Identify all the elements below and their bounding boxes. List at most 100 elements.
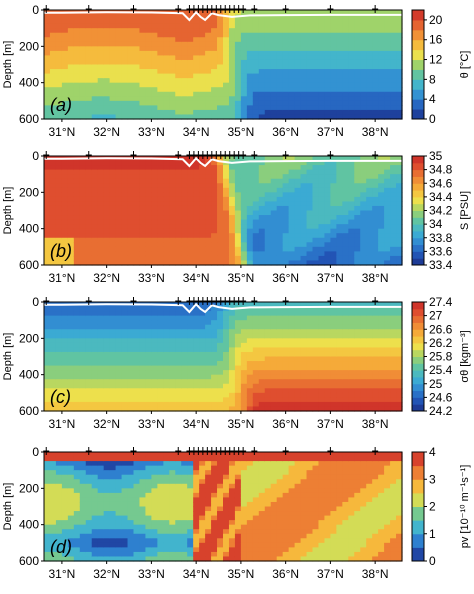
heatmap-cell bbox=[73, 233, 81, 239]
heatmap-cell bbox=[67, 456, 75, 462]
heatmap-cell bbox=[109, 50, 117, 57]
heatmap-cell bbox=[396, 87, 403, 93]
heatmap-cell bbox=[282, 388, 290, 394]
heatmap-cell bbox=[318, 14, 326, 20]
heatmap-cell bbox=[145, 397, 152, 403]
heatmap-cell bbox=[169, 105, 176, 111]
heatmap-cell bbox=[55, 28, 63, 34]
heatmap-cell bbox=[276, 105, 284, 111]
heatmap-cell bbox=[109, 370, 117, 376]
heatmap-cell bbox=[151, 109, 158, 116]
heatmap-cell bbox=[115, 365, 123, 371]
heatmap-cell bbox=[55, 55, 63, 61]
heatmap-cell bbox=[336, 91, 343, 97]
heatmap-cell bbox=[360, 87, 367, 93]
heatmap-cell bbox=[324, 87, 331, 93]
heatmap-cell bbox=[312, 14, 320, 20]
heatmap-cell bbox=[372, 192, 379, 198]
heatmap-cell bbox=[127, 374, 135, 380]
heatmap-cell bbox=[372, 205, 379, 212]
heatmap-cell bbox=[67, 192, 75, 198]
heatmap-cell bbox=[85, 96, 93, 102]
heatmap-cell bbox=[378, 324, 385, 330]
heatmap-cell bbox=[384, 105, 391, 111]
heatmap-cell bbox=[199, 23, 206, 29]
heatmap-cell bbox=[163, 233, 170, 239]
heatmap-cell bbox=[97, 342, 105, 349]
heatmap-cell bbox=[384, 41, 391, 47]
heatmap-cell bbox=[67, 82, 75, 88]
heatmap-cell bbox=[264, 342, 272, 349]
heatmap-cell bbox=[109, 59, 117, 66]
heatmap-cell bbox=[312, 82, 320, 88]
heatmap-cell bbox=[223, 233, 230, 239]
heatmap-cell bbox=[175, 205, 182, 212]
heatmap-cell bbox=[342, 401, 349, 408]
heatmap-cell bbox=[324, 347, 331, 353]
heatmap-cell bbox=[354, 379, 361, 385]
heatmap-cell bbox=[252, 333, 260, 339]
heatmap-cell bbox=[163, 109, 170, 116]
heatmap-cell bbox=[133, 183, 141, 189]
heatmap-cell bbox=[390, 178, 397, 184]
heatmap-cell bbox=[330, 156, 337, 162]
heatmap-cell bbox=[312, 105, 320, 111]
heatmap-cell bbox=[372, 237, 379, 243]
heatmap-cell bbox=[384, 392, 391, 398]
heatmap-cell bbox=[282, 383, 290, 389]
heatmap-cell bbox=[157, 329, 164, 335]
heatmap-cell bbox=[163, 91, 170, 97]
heatmap-cell bbox=[169, 46, 176, 52]
heatmap-cell bbox=[360, 246, 367, 252]
heatmap-cell bbox=[372, 59, 379, 66]
heatmap-cell bbox=[396, 178, 403, 184]
heatmap-cell bbox=[151, 87, 158, 93]
heatmap-cell bbox=[384, 28, 391, 34]
heatmap-cell bbox=[79, 37, 87, 43]
heatmap-cell bbox=[330, 329, 337, 335]
heatmap-cell bbox=[67, 329, 75, 335]
heatmap-cell bbox=[103, 383, 111, 389]
heatmap-cell bbox=[73, 529, 81, 535]
heatmap-cell bbox=[276, 46, 284, 52]
heatmap-cell bbox=[145, 41, 152, 47]
heatmap-cell bbox=[91, 165, 99, 171]
heatmap-cell bbox=[378, 224, 385, 230]
heatmap-cell bbox=[288, 41, 296, 47]
heatmap-cell bbox=[55, 488, 63, 494]
heatmap-cell bbox=[312, 388, 320, 394]
heatmap-cell bbox=[306, 183, 314, 189]
heatmap-cell bbox=[61, 165, 69, 171]
heatmap-cell bbox=[145, 105, 152, 111]
heatmap-cell bbox=[163, 169, 170, 175]
colorbar-segment bbox=[412, 308, 424, 317]
heatmap-cell bbox=[306, 361, 314, 367]
heatmap-cell bbox=[199, 201, 206, 207]
heatmap-cell bbox=[306, 383, 314, 389]
heatmap-cell bbox=[139, 50, 147, 57]
heatmap-cell bbox=[354, 82, 361, 88]
heatmap-cell bbox=[372, 64, 379, 70]
heatmap-cell bbox=[49, 19, 57, 25]
y-tick-label: 600 bbox=[19, 112, 39, 126]
heatmap-cell bbox=[44, 192, 51, 198]
heatmap-cell bbox=[199, 242, 206, 248]
heatmap-cell bbox=[318, 255, 326, 262]
heatmap-cell bbox=[300, 365, 308, 371]
heatmap-cell bbox=[73, 406, 81, 412]
heatmap-cell bbox=[294, 219, 302, 225]
heatmap-cell bbox=[205, 23, 212, 29]
heatmap-cell bbox=[73, 501, 81, 508]
heatmap-cell bbox=[187, 37, 194, 43]
heatmap-cell bbox=[103, 388, 111, 394]
heatmap-cell bbox=[97, 174, 105, 180]
heatmap-cell bbox=[378, 187, 385, 193]
heatmap-cell bbox=[324, 397, 331, 403]
heatmap-cell bbox=[378, 233, 385, 239]
heatmap-cell bbox=[109, 187, 117, 193]
heatmap-cell bbox=[276, 374, 284, 380]
heatmap-cell bbox=[61, 311, 69, 317]
heatmap-cell bbox=[252, 174, 260, 180]
heatmap-cell bbox=[55, 474, 63, 480]
heatmap-cell bbox=[49, 306, 57, 312]
